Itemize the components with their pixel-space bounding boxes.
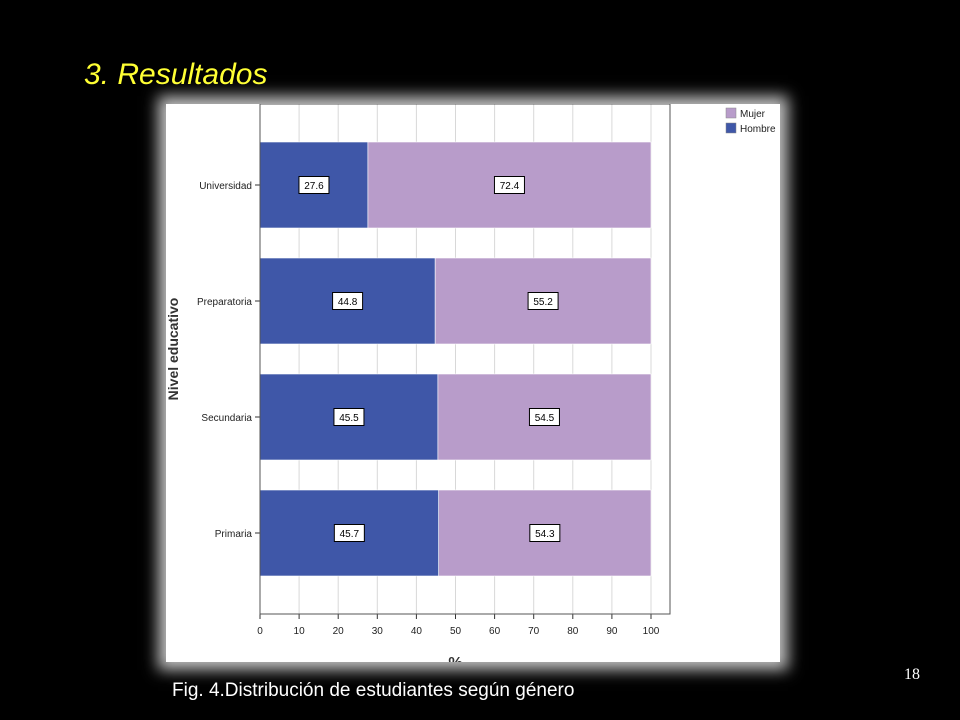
- plot-frame: [259, 104, 671, 615]
- data-label-box: [333, 408, 365, 426]
- data-label: 72.4: [500, 181, 520, 192]
- data-label: 45.7: [340, 529, 360, 540]
- data-label-box: [332, 292, 364, 310]
- x-tick-label: 20: [333, 626, 345, 637]
- stacked-bar-chart: 27.6 72.4 44.8 55.2 45.5 54.5 45.7 54.3 0 10 20 30…: [166, 104, 776, 662]
- data-label-box: [298, 176, 330, 194]
- x-tick-label: 50: [450, 626, 462, 637]
- data-label: 27.6: [304, 181, 324, 192]
- data-label-box: [528, 408, 560, 426]
- data-label: 54.5: [535, 413, 555, 424]
- x-tick-label: 60: [489, 626, 501, 637]
- data-label-box: [529, 524, 561, 542]
- x-tick-label: 80: [567, 626, 579, 637]
- y-tick-label: Universidad: [199, 181, 252, 192]
- y-tick-label: Primaria: [215, 529, 253, 540]
- x-tick-label: 90: [606, 626, 618, 637]
- x-tick-label: 70: [528, 626, 540, 637]
- data-label: 44.8: [338, 297, 358, 308]
- data-label-box: [493, 176, 525, 194]
- data-label: 55.2: [533, 297, 553, 308]
- x-tick-label: 100: [643, 626, 660, 637]
- y-tick-label: Preparatoria: [197, 297, 252, 308]
- page-number: 18: [904, 666, 920, 683]
- axes: 0 10 20 30 40 50 60 70 80 90 100 Universidad Prepara…: [197, 104, 671, 637]
- x-axis-title: %: [448, 655, 462, 662]
- legend-label-hombre: Hombre: [740, 124, 776, 135]
- data-labels: 27.6 72.4 44.8 55.2 45.5 54.5 45.7 54.3: [298, 176, 561, 542]
- legend-swatch-hombre: [725, 122, 737, 134]
- y-axis-title: Nivel educativo: [166, 298, 181, 401]
- figure-caption: Fig. 4.Distribución de estudiantes según…: [172, 680, 575, 701]
- x-tick-label: 10: [294, 626, 306, 637]
- legend-swatch-mujer: [725, 107, 737, 119]
- legend-label-mujer: Mujer: [740, 109, 766, 120]
- chart-card: 27.6 72.4 44.8 55.2 45.5 54.5 45.7 54.3 0 10 20 30…: [166, 104, 780, 662]
- data-label-box: [527, 292, 559, 310]
- slide-title: 3. Resultados: [84, 58, 268, 91]
- data-label-box: [333, 524, 365, 542]
- y-tick-label: Secundaria: [201, 413, 252, 424]
- x-tick-label: 40: [411, 626, 423, 637]
- data-label: 54.3: [535, 529, 555, 540]
- x-tick-label: 30: [372, 626, 384, 637]
- x-tick-label: 0: [257, 626, 263, 637]
- legend: Mujer Hombre: [725, 107, 776, 135]
- data-label: 45.5: [339, 413, 359, 424]
